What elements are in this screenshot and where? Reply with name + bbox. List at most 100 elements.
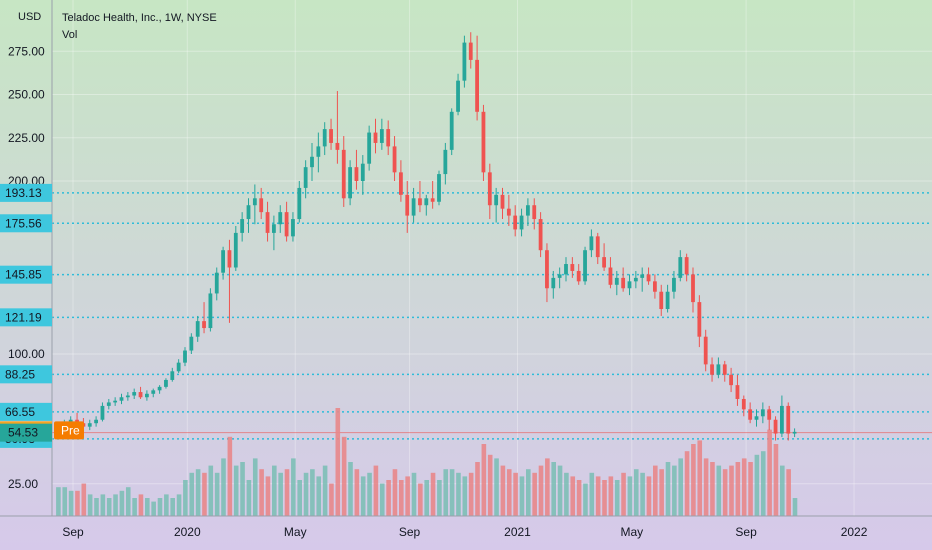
volume-bar — [640, 472, 645, 516]
horizontal-levels — [52, 192, 932, 440]
candle — [424, 194, 429, 216]
candle — [119, 393, 124, 405]
candle — [595, 232, 600, 265]
volume-bar — [526, 469, 531, 516]
candle — [754, 409, 759, 427]
candle — [373, 118, 378, 154]
x-tick-label: Sep — [62, 525, 84, 539]
candle-body — [392, 146, 397, 173]
candle — [430, 181, 435, 209]
candle-body — [189, 336, 194, 351]
volume-bar — [354, 469, 360, 516]
candle-body — [545, 250, 549, 289]
candle-body — [684, 257, 689, 275]
level-label-box — [0, 183, 52, 202]
candle-body — [87, 423, 92, 427]
volume-bar — [621, 472, 626, 516]
candle-body — [94, 419, 98, 424]
candle-body — [411, 198, 416, 216]
volume-bar — [246, 480, 252, 516]
volume-bar — [627, 476, 633, 516]
candle-body — [583, 250, 587, 282]
volume-bar — [373, 465, 379, 516]
candle — [138, 386, 143, 399]
volume-bar — [151, 501, 156, 516]
volume-bar — [697, 440, 703, 516]
y-tick-label: 225.00 — [8, 131, 45, 145]
candle-body — [284, 212, 289, 237]
volume-bar — [760, 451, 766, 516]
candle — [145, 390, 149, 401]
candle-body — [595, 236, 600, 258]
level-label-box — [0, 214, 52, 233]
candle-body — [716, 364, 721, 375]
pre-market-badge-text: Pre — [61, 423, 80, 437]
candle — [348, 160, 352, 206]
candle — [208, 288, 213, 332]
candle — [405, 181, 410, 233]
candle — [360, 155, 365, 195]
candle-body — [373, 132, 378, 143]
volume-bar — [265, 476, 271, 516]
candle — [176, 359, 181, 374]
candle-body — [170, 371, 175, 380]
candle — [487, 163, 492, 220]
volume-bar — [81, 483, 87, 516]
candle — [278, 205, 283, 233]
candle-body — [710, 364, 714, 375]
volume-bar — [202, 472, 207, 516]
volume-bar — [221, 458, 226, 516]
volume-bar — [303, 472, 309, 516]
volume-bar — [792, 498, 798, 516]
volume-bar — [183, 480, 188, 516]
volume-bar — [56, 487, 61, 516]
volume-bar — [653, 465, 658, 516]
candle-body — [672, 277, 676, 292]
candle — [557, 267, 562, 289]
candlesticks — [56, 32, 797, 441]
candle-body — [748, 409, 753, 420]
volume-bar — [608, 476, 614, 516]
level-label-text: 121.19 — [5, 310, 42, 324]
candle — [125, 392, 130, 401]
candle — [456, 73, 460, 116]
volume-bar — [119, 490, 125, 516]
candle-body — [456, 80, 460, 112]
volume-bar — [392, 469, 398, 516]
candle — [189, 333, 194, 354]
candle-body — [532, 205, 537, 220]
candle — [310, 142, 314, 181]
candle-body — [735, 385, 740, 399]
candle — [684, 253, 689, 282]
volume-bar — [545, 458, 550, 516]
candle-body — [506, 208, 511, 216]
price-labels: 193.13175.56145.85121.1988.2566.5550.935… — [0, 183, 84, 448]
candle — [265, 201, 270, 242]
candle-body — [176, 362, 181, 372]
volume-bar — [672, 465, 677, 516]
candle-body — [780, 405, 784, 434]
candle — [513, 205, 518, 237]
candle-body — [449, 111, 454, 150]
candle — [640, 267, 645, 292]
volume-bar — [780, 465, 785, 516]
candle-body — [665, 291, 670, 310]
candle-body — [157, 386, 162, 391]
candle-body — [272, 224, 276, 233]
candle-body — [526, 205, 530, 216]
candle — [614, 270, 619, 296]
candle — [583, 246, 587, 285]
volume-bar — [678, 458, 683, 516]
x-tick-label: 2022 — [841, 525, 868, 539]
candle-body — [564, 264, 568, 275]
candle — [735, 374, 740, 406]
candle — [716, 357, 721, 379]
volume-bar — [316, 476, 322, 516]
volume-bar — [195, 469, 201, 516]
grid — [52, 0, 932, 516]
volume-indicator-label: Vol — [62, 29, 77, 41]
volume-bar — [551, 462, 556, 516]
candle — [195, 315, 200, 342]
candle-body — [500, 194, 505, 209]
